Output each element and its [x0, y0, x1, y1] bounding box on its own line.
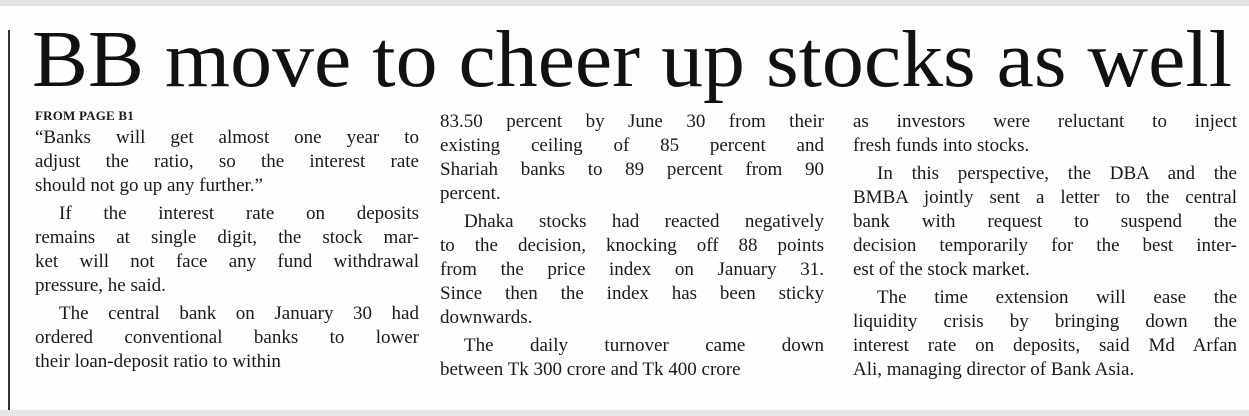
text-line: ket will not face any fund withdrawal: [35, 251, 419, 272]
text-line: The daily turnover came down: [464, 335, 824, 356]
text-line: ordered conventional banks to lower: [35, 327, 419, 348]
paragraph: In this perspective, the DBA and the BMBA…: [853, 162, 1237, 282]
frame-border: [8, 30, 10, 410]
text-line: adjust the ratio, so the interest rate: [35, 151, 419, 172]
paragraph: The daily turnover came down between Tk 3…: [440, 334, 824, 382]
paragraph: Dhaka stocks had reacted negatively to th…: [440, 210, 824, 330]
text-line: bank with request to suspend the: [853, 211, 1237, 232]
paragraph: “Banks will get almost one year to adjust…: [35, 126, 419, 198]
frame-border: [0, 0, 1249, 6]
text-line: existing ceiling of 85 percent and: [440, 135, 824, 156]
column: FROM PAGE B1 “Banks will get almost one y…: [35, 106, 419, 378]
frame-border: [0, 410, 1249, 416]
text-line: their loan-deposit ratio to within: [35, 351, 281, 372]
text-line: between Tk 300 crore and Tk 400 crore: [440, 359, 741, 380]
text-line: interest rate on deposits, said Md Arfan: [853, 335, 1237, 356]
paragraph: 83.50 percent by June 30 from their exist…: [440, 110, 824, 206]
text-line: Shariah banks to 89 percent from 90: [440, 159, 824, 180]
text-line: should not go up any further.”: [35, 175, 263, 196]
text-line: Since then the index has been sticky: [440, 283, 824, 304]
kicker: FROM PAGE B1: [35, 108, 134, 123]
text-line: to the decision, knocking off 88 points: [440, 235, 824, 256]
paragraph: The central bank on January 30 had ordere…: [35, 302, 419, 374]
headline: BB move to cheer up stocks as well: [32, 16, 1232, 104]
text-line: percent.: [440, 183, 501, 204]
text-line: liquidity crisis by bringing down the: [853, 311, 1237, 332]
text-line: as investors were reluctant to inject: [853, 111, 1237, 132]
text-line: downwards.: [440, 307, 533, 328]
text-line: remains at single digit, the stock mar-: [35, 227, 419, 248]
paragraph: as investors were reluctant to inject fre…: [853, 110, 1237, 158]
headline-box: BB move to cheer up stocks as well: [32, 16, 1232, 104]
column: as investors were reluctant to inject fre…: [853, 110, 1237, 386]
column: 83.50 percent by June 30 from their exist…: [440, 110, 824, 386]
text-line: 83.50 percent by June 30 from their: [440, 111, 824, 132]
text-line: Dhaka stocks had reacted negatively: [464, 211, 824, 232]
text-line: decision temporarily for the best inter-: [853, 235, 1237, 256]
text-line: If the interest rate on deposits: [59, 203, 419, 224]
text-line: In this perspective, the DBA and the: [877, 163, 1237, 184]
text-line: The central bank on January 30 had: [59, 303, 419, 324]
text-line: BMBA jointly sent a letter to the centra…: [853, 187, 1237, 208]
paragraph: If the interest rate on deposits remains …: [35, 202, 419, 298]
text-line: The time extension will ease the: [877, 287, 1237, 308]
text-line: from the price index on January 31.: [440, 259, 824, 280]
paragraph: The time extension will ease the liquidit…: [853, 286, 1237, 382]
text-line: fresh funds into stocks.: [853, 135, 1030, 156]
text-line: pressure, he said.: [35, 275, 166, 296]
text-line: “Banks will get almost one year to: [35, 127, 419, 148]
text-line: Ali, managing director of Bank Asia.: [853, 359, 1135, 380]
text-line: est of the stock market.: [853, 259, 1030, 280]
